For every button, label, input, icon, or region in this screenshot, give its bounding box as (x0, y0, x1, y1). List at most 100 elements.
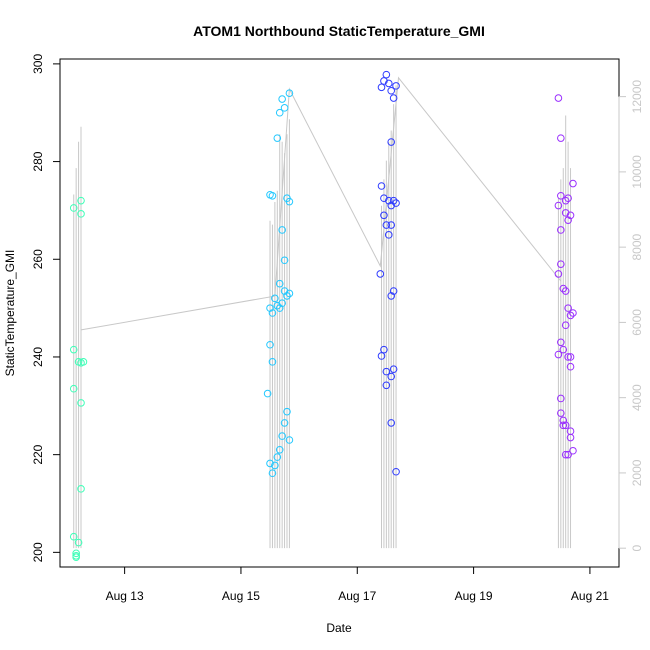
data-point (564, 304, 572, 312)
altitude-track (80, 76, 562, 331)
x-axis-label: Date (326, 621, 352, 635)
data-point (389, 94, 398, 102)
data-point (382, 367, 391, 376)
data-point (266, 304, 274, 312)
data-point (377, 352, 386, 360)
data-point (280, 104, 289, 112)
y2-tick-label: 10000 (630, 155, 644, 189)
data-point (278, 299, 286, 308)
data-point (389, 196, 398, 205)
data-point (268, 469, 277, 478)
data-point (554, 201, 563, 210)
data-point (380, 211, 388, 220)
data-point (77, 210, 85, 218)
data-point (392, 467, 400, 476)
data-point (559, 421, 568, 430)
data-point (569, 309, 577, 317)
data-point (559, 416, 568, 425)
data-point (377, 83, 386, 92)
y2-tick-label: 2000 (630, 459, 644, 486)
data-point (79, 358, 88, 366)
data-point (557, 226, 565, 234)
data-point (387, 419, 395, 427)
data-point (387, 221, 395, 229)
data-point (77, 485, 85, 493)
plot-frame (59, 58, 620, 568)
data-point (380, 194, 388, 203)
data-point (387, 292, 395, 300)
data-point (564, 450, 572, 459)
data-point (557, 409, 565, 417)
data-point (392, 199, 400, 207)
data-point (554, 270, 563, 278)
data-point (77, 399, 85, 407)
data-point (275, 304, 284, 312)
data-point (566, 211, 575, 220)
data-point (387, 138, 395, 146)
data-point (77, 196, 85, 205)
data-point (561, 209, 570, 217)
x-tick-label: Aug 21 (571, 589, 609, 603)
x-tick-label: Aug 15 (222, 589, 260, 603)
data-point (266, 459, 274, 468)
data-point (557, 134, 565, 142)
data-point (377, 182, 386, 190)
y2-tick-label: 8000 (630, 233, 644, 260)
data-point (561, 421, 570, 430)
data-point (266, 340, 274, 349)
data-point (69, 532, 78, 541)
y2-tick-label: 12000 (630, 80, 644, 114)
data-point (384, 231, 393, 239)
data-point (268, 358, 277, 366)
data-point (275, 279, 284, 288)
y-axis: 200 220 240 260 280 300 (31, 54, 61, 562)
y2-tick-label: 0 (630, 545, 644, 552)
data-point (273, 453, 282, 461)
data-point (278, 432, 286, 440)
altitude-track-line (80, 76, 562, 331)
data-point (275, 108, 284, 117)
data-point (384, 196, 393, 205)
y-tick-label: 260 (31, 249, 45, 269)
x-tick-label: Aug 13 (106, 589, 144, 603)
data-point (285, 436, 294, 444)
data-point (382, 381, 391, 390)
data-point (566, 311, 575, 320)
data-point (280, 287, 289, 295)
data-point (376, 270, 385, 278)
data-point (271, 294, 279, 303)
y-axis-label: StaticTemperature_GMI (3, 250, 17, 377)
data-point (557, 338, 565, 347)
data-point (559, 345, 568, 354)
data-point (69, 204, 78, 212)
data-point (275, 445, 284, 454)
data-point (74, 538, 83, 547)
y2-tick-label: 6000 (630, 309, 644, 336)
x-axis: Aug 13 Aug 15 Aug 17 Aug 19 Aug 21 (106, 566, 609, 603)
y-tick-label: 280 (31, 151, 45, 171)
data-point (72, 549, 80, 558)
y2-axis-right: 0 2000 4000 6000 8000 10000 12000 (618, 80, 644, 552)
data-point (278, 226, 286, 234)
data-point (561, 287, 570, 295)
data-point (72, 551, 80, 560)
data-point (554, 350, 563, 359)
data-point (268, 309, 277, 317)
y-tick-label: 240 (31, 347, 45, 367)
data-point (564, 216, 572, 224)
data-point (273, 134, 282, 142)
data-point (263, 389, 272, 398)
data-point (389, 365, 398, 373)
data-point (285, 289, 294, 298)
data-point (569, 179, 577, 188)
data-point (389, 287, 398, 295)
data-point (285, 197, 294, 206)
x-tick-label: Aug 17 (338, 589, 376, 603)
data-point (384, 79, 393, 88)
data-point (283, 407, 291, 416)
data-point (280, 419, 289, 427)
data-point (278, 95, 286, 103)
data-point (283, 292, 291, 300)
data-point (564, 353, 572, 361)
